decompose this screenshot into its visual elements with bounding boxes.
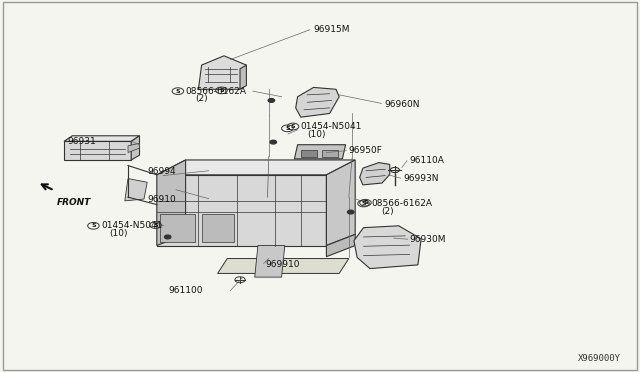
Polygon shape	[157, 175, 326, 246]
Text: FRONT: FRONT	[56, 198, 91, 207]
Text: 01454-N5041: 01454-N5041	[101, 221, 163, 230]
Text: 96110A: 96110A	[410, 156, 444, 165]
Polygon shape	[198, 56, 246, 89]
Text: S: S	[175, 89, 180, 94]
Polygon shape	[255, 246, 285, 277]
Text: S: S	[363, 200, 368, 205]
Polygon shape	[294, 145, 346, 159]
Circle shape	[164, 235, 171, 239]
Polygon shape	[128, 143, 140, 153]
Text: 96960N: 96960N	[384, 100, 419, 109]
Polygon shape	[64, 141, 131, 160]
Text: S: S	[361, 201, 366, 206]
Polygon shape	[202, 214, 234, 242]
Polygon shape	[131, 136, 140, 160]
Text: S: S	[219, 88, 224, 93]
Polygon shape	[296, 87, 339, 117]
Text: (10): (10)	[307, 130, 326, 139]
Text: 961100: 961100	[168, 286, 203, 295]
Text: 01454-N5041: 01454-N5041	[301, 122, 362, 131]
Polygon shape	[160, 214, 195, 242]
Text: 969910: 969910	[266, 260, 300, 269]
Polygon shape	[301, 150, 317, 157]
Text: 96915M: 96915M	[314, 25, 350, 34]
Circle shape	[270, 140, 276, 144]
Text: 96931: 96931	[67, 137, 96, 146]
Text: S: S	[291, 124, 296, 129]
Circle shape	[348, 210, 354, 214]
Text: S: S	[285, 126, 290, 131]
Text: 96930M: 96930M	[410, 235, 446, 244]
Polygon shape	[322, 150, 338, 157]
Polygon shape	[157, 160, 355, 175]
Text: 08566-6162A: 08566-6162A	[371, 199, 432, 208]
Polygon shape	[326, 234, 355, 257]
Polygon shape	[125, 179, 147, 201]
Text: (10): (10)	[109, 229, 127, 238]
Text: 96993N: 96993N	[403, 174, 438, 183]
Text: 96910: 96910	[147, 195, 176, 203]
Text: X969000Y: X969000Y	[578, 354, 621, 363]
Text: (2): (2)	[381, 207, 394, 216]
Text: 96950F: 96950F	[349, 146, 383, 155]
Polygon shape	[157, 160, 186, 246]
Polygon shape	[354, 226, 421, 269]
Text: 08566-6162A: 08566-6162A	[186, 87, 246, 96]
Text: S: S	[91, 223, 96, 228]
Circle shape	[268, 99, 275, 102]
Polygon shape	[218, 259, 349, 273]
Polygon shape	[360, 163, 390, 185]
Polygon shape	[326, 160, 355, 246]
Polygon shape	[240, 65, 246, 89]
Text: 96994: 96994	[147, 167, 176, 176]
Text: (2): (2)	[195, 94, 208, 103]
Polygon shape	[64, 136, 140, 141]
Text: S: S	[153, 222, 158, 228]
